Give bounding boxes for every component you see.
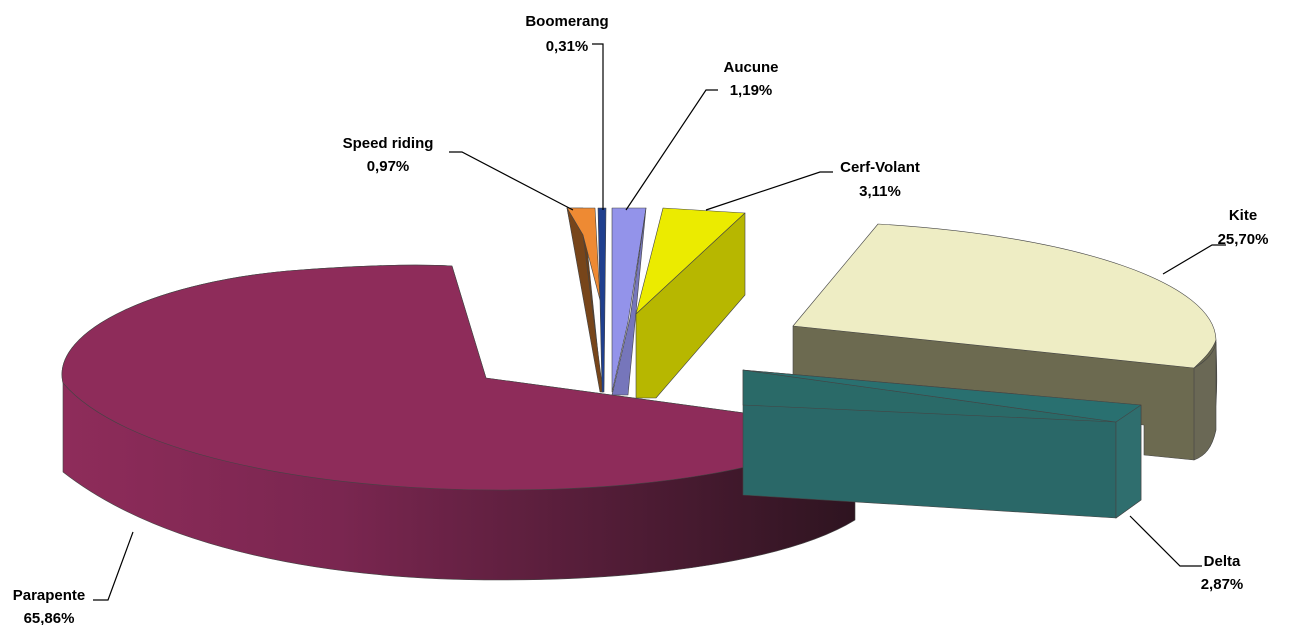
leader-speed-riding xyxy=(449,151,574,211)
leader-lines xyxy=(93,43,1226,601)
leader-parapente xyxy=(93,531,134,601)
label-cerf-volant-name: Cerf-Volant xyxy=(840,159,920,176)
leader-aucune xyxy=(625,89,718,211)
label-boomerang-value: 0,31% xyxy=(546,38,589,55)
label-boomerang-name: Boomerang xyxy=(525,13,608,30)
label-delta-name: Delta xyxy=(1204,553,1241,570)
leader-kite xyxy=(1162,244,1226,275)
label-aucune-value: 1,19% xyxy=(730,82,773,99)
slice-aucune-side xyxy=(611,207,647,396)
label-kite-name: Kite xyxy=(1229,207,1257,224)
slice-labels: Boomerang 0,31% Aucune 1,19% Speed riding 0,9… xyxy=(13,13,1269,625)
label-speed-riding-name: Speed riding xyxy=(343,135,434,152)
label-aucune-name: Aucune xyxy=(723,59,778,76)
pie-slices xyxy=(61,207,1218,581)
leader-cerf-volant xyxy=(705,171,833,211)
label-delta-value: 2,87% xyxy=(1201,576,1244,593)
leader-boomerang xyxy=(592,43,604,210)
slice-kite-top xyxy=(792,223,1217,369)
slice-delta-edge xyxy=(1115,404,1142,519)
slice-kite-edge xyxy=(1193,339,1217,461)
label-parapente-name: Parapente xyxy=(13,587,86,604)
label-kite-value: 25,70% xyxy=(1218,231,1269,248)
label-speed-riding-value: 0,97% xyxy=(367,158,410,175)
slice-cerf-volant-side xyxy=(635,212,746,399)
slice-aucune-top xyxy=(611,207,647,393)
label-cerf-volant-value: 3,11% xyxy=(859,183,901,200)
leader-delta xyxy=(1129,515,1202,567)
label-parapente-value: 65,86% xyxy=(24,610,75,625)
